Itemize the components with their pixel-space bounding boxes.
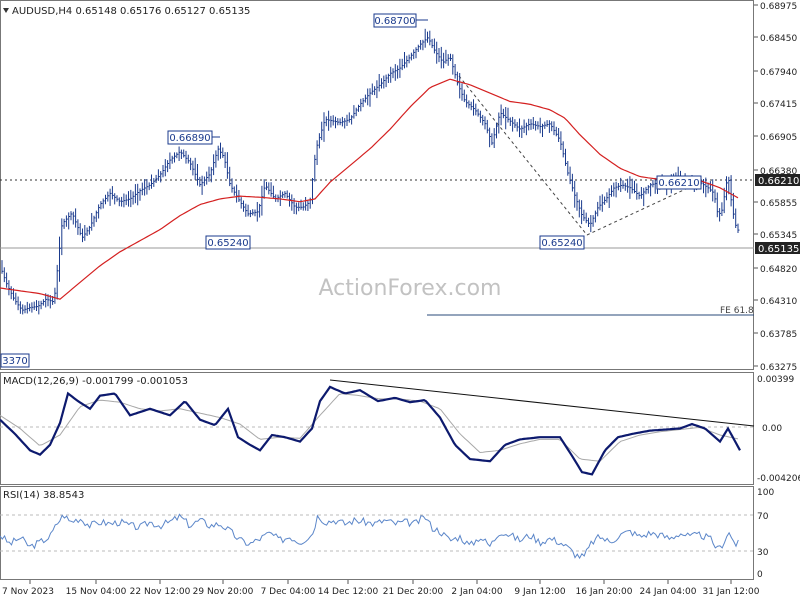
price-axis-label: 0.67940: [760, 68, 797, 78]
current-price-tag: 0.65135: [755, 242, 800, 255]
svg-text:0.65135: 0.65135: [758, 244, 799, 255]
fib-dashed-line-1: [458, 75, 588, 236]
time-axis-label: 15 Nov 04:00: [66, 587, 127, 597]
annotation-high-1: 0.66890: [167, 130, 220, 145]
macd-line: [0, 385, 741, 476]
price-axis-label: 0.66380: [760, 167, 797, 177]
macd-signal-line: [0, 393, 739, 462]
price-axis-label: 0.67415: [760, 100, 797, 110]
svg-text:AUDUSD,H4 0.65148 0.65176 0.6: AUDUSD,H4 0.65148 0.65176 0.65127 0.6513…: [12, 6, 250, 17]
annotation-high-2: 0.68700: [373, 13, 428, 28]
price-pane-frame: [0, 0, 754, 370]
price-axis-label: 0.64310: [760, 297, 797, 307]
time-axis-label: 7 Nov 2023: [2, 587, 54, 597]
rsi-header: RSI(14) 38.8543: [3, 490, 84, 501]
rsi-tick-100: 100: [757, 488, 774, 498]
price-bars: [1, 28, 740, 315]
price-axis-label: 0.64820: [760, 265, 797, 275]
svg-text:0.66210: 0.66210: [658, 178, 699, 189]
time-axis-label: 31 Jan 12:00: [703, 587, 760, 597]
price-axis: 0.68975 0.68450 0.67940 0.67415 0.66905 0.663…: [754, 2, 797, 373]
svg-text:0.00: 0.00: [762, 424, 782, 434]
time-axis-label: 7 Dec 04:00: [261, 587, 316, 597]
annotation-high-3: 0.66210: [656, 175, 702, 190]
time-axis: 7 Nov 2023 15 Nov 04:00 22 Nov 12:00 29 Nov…: [2, 580, 760, 597]
time-axis-label: 24 Jan 04:00: [640, 587, 697, 597]
time-axis-label: 2 Jan 04:00: [451, 587, 503, 597]
price-axis-label: 0.68450: [760, 34, 797, 44]
fe-level-label: FE 61.8: [720, 306, 754, 316]
price-axis-label: 0.65345: [760, 231, 797, 241]
annotation-low-1: 0.65240: [205, 235, 251, 250]
level-price-tag: 0.66210: [755, 174, 800, 187]
macd-tick-top: 0.00399: [757, 375, 794, 385]
price-axis-label: 0.66905: [760, 133, 797, 143]
rsi-tick-30: 30: [757, 548, 769, 558]
svg-text:0.65240: 0.65240: [207, 238, 248, 249]
time-axis-label: 29 Nov 20:00: [193, 587, 254, 597]
price-axis-label: 0.63275: [760, 363, 797, 373]
macd-trendline: [329, 379, 755, 427]
annotation-low-2: 0.65240: [539, 235, 585, 250]
svg-text:0.68700: 0.68700: [374, 16, 415, 27]
time-axis-label: 14 Dec 12:00: [318, 587, 379, 597]
time-axis-label: 16 Jan 20:00: [576, 587, 633, 597]
svg-text:0.66890: 0.66890: [169, 133, 210, 144]
rsi-tick-70: 70: [757, 512, 769, 522]
symbol-header: AUDUSD,H4 0.65148 0.65176 0.65127 0.6513…: [3, 6, 250, 17]
watermark: ActionForex.com: [319, 276, 502, 301]
macd-tick-bottom: -0.004206: [757, 474, 800, 484]
price-axis-label: 0.63785: [760, 330, 797, 340]
time-axis-label: 21 Dec 20:00: [383, 587, 444, 597]
price-axis-label: 0.65855: [760, 199, 797, 209]
time-axis-label: 9 Jan 12:00: [514, 587, 566, 597]
rsi-line: [0, 513, 739, 560]
moving-average-line: [0, 78, 739, 300]
rsi-pane-frame: [0, 486, 754, 580]
price-axis-label: 0.68975: [760, 2, 797, 12]
rsi-tick-0: 0: [757, 570, 763, 580]
annotation-low-left: 3370: [0, 353, 30, 368]
time-axis-label: 22 Nov 12:00: [130, 587, 191, 597]
macd-pane-frame: [0, 372, 754, 485]
svg-text:0.66210: 0.66210: [758, 176, 799, 187]
svg-text:3370: 3370: [2, 356, 27, 367]
macd-current-tag: 0.00: [755, 421, 800, 434]
svg-text:0.65240: 0.65240: [541, 238, 582, 249]
macd-header: MACD(12,26,9) -0.001799 -0.001053: [3, 376, 188, 387]
